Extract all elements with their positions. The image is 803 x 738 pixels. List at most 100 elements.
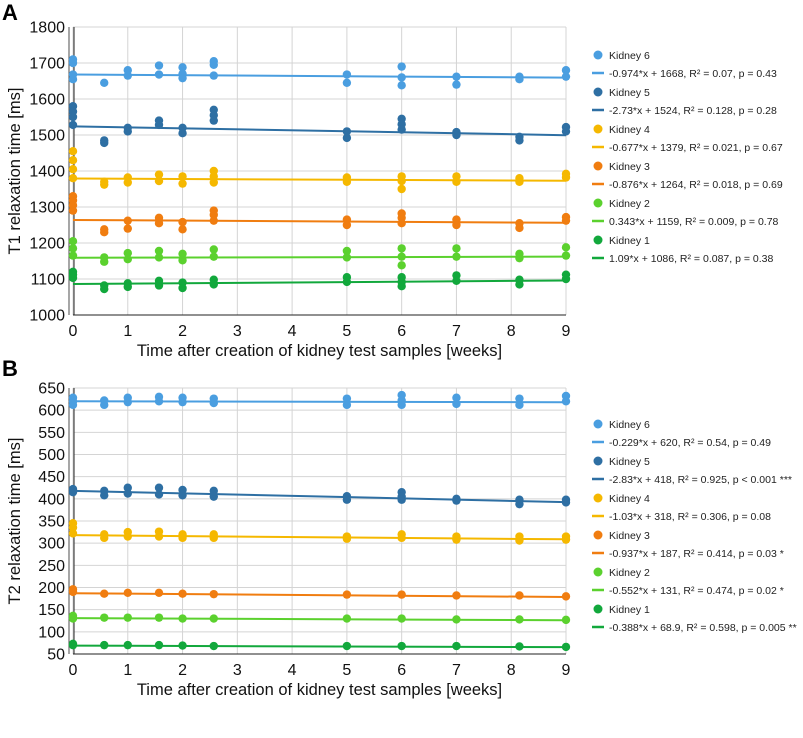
- legend-series-name: Kidney 2: [609, 198, 650, 210]
- data-point: [397, 219, 406, 228]
- legend-series-name: Kidney 1: [609, 604, 650, 616]
- legend-fit-label: -1.03*x + 318, R² = 0.306, p = 0.08: [609, 511, 771, 523]
- data-point: [452, 244, 461, 253]
- grid: [72, 26, 567, 316]
- legend-fit-label: -0.388*x + 68.9, R² = 0.598, p = 0.005 *…: [609, 622, 797, 634]
- data-point: [154, 588, 164, 598]
- x-tick-label: 1: [123, 323, 132, 340]
- data-point: [397, 261, 406, 270]
- x-tick-label: 1: [123, 662, 132, 679]
- data-point: [100, 138, 109, 148]
- legend-marker: [593, 161, 603, 171]
- series-kidney-5: [68, 102, 571, 148]
- legend-marker: [593, 530, 603, 540]
- data-point: [452, 80, 461, 89]
- data-point: [100, 284, 109, 294]
- data-point: [68, 487, 78, 497]
- data-point: [342, 133, 352, 143]
- fit-line: [72, 592, 567, 599]
- x-tick-label: 5: [342, 323, 351, 340]
- data-point: [100, 400, 109, 410]
- y-tick-label: 250: [38, 558, 65, 575]
- data-point: [100, 228, 109, 237]
- data-point: [209, 245, 218, 254]
- data-point: [123, 255, 132, 264]
- series-kidney-3: [68, 192, 571, 237]
- y-tick-label: 400: [38, 491, 65, 508]
- data-point: [123, 127, 132, 136]
- x-tick-label: 9: [562, 662, 571, 679]
- data-point: [178, 217, 187, 227]
- data-point: [397, 62, 406, 71]
- data-point: [68, 58, 78, 68]
- y-tick-label: 650: [38, 381, 65, 398]
- data-point: [68, 174, 78, 183]
- y-tick-label: 200: [38, 580, 65, 597]
- series-kidney-6: [68, 55, 571, 90]
- legend-fit-label: 1.09*x + 1086, R² = 0.087, p = 0.38: [609, 253, 773, 265]
- fit-line: [72, 125, 567, 137]
- y-tick-label: 1500: [29, 128, 65, 145]
- data-point: [397, 590, 406, 599]
- y-tick-label: 50: [47, 647, 65, 664]
- data-point: [397, 282, 406, 291]
- data-point: [123, 282, 132, 292]
- data-point: [561, 535, 571, 544]
- x-tick-label: 5: [342, 662, 351, 679]
- data-point: [452, 393, 461, 402]
- x-tick-label: 2: [178, 323, 187, 340]
- data-point: [68, 237, 78, 246]
- legend-marker: [593, 87, 603, 97]
- data-point: [68, 165, 78, 174]
- legend-marker: [593, 456, 603, 466]
- x-tick-label: 8: [507, 662, 516, 679]
- data-point: [397, 81, 406, 90]
- data-point: [68, 147, 78, 156]
- data-point: [209, 60, 218, 69]
- data-point: [100, 257, 109, 266]
- fit-line: [72, 534, 567, 541]
- chart-t1: 1000 1100 1200 1300 1400 1500 1600 1700 1800 0 1 2 3…: [6, 20, 783, 361]
- x-tick-label: 9: [562, 323, 571, 340]
- data-point: [68, 523, 78, 532]
- series-kidney-1: [68, 639, 571, 652]
- legend-series-name: Kidney 4: [609, 493, 650, 505]
- data-point: [68, 120, 78, 130]
- legend-marker: [593, 198, 603, 208]
- data-point: [342, 394, 352, 403]
- data-point: [452, 535, 461, 544]
- x-tick-label: 0: [69, 662, 78, 679]
- y-axis-title: T1 relaxation time [ms]: [6, 88, 24, 255]
- y-tick-label: 100: [38, 624, 65, 641]
- x-tick-label: 2: [178, 662, 187, 679]
- data-point: [123, 224, 132, 233]
- data-point: [68, 112, 78, 122]
- data-point: [209, 486, 218, 496]
- data-point: [397, 184, 406, 194]
- data-point: [561, 127, 571, 136]
- legend-fit-label: -0.677*x + 1379, R² = 0.021, p = 0.67: [609, 142, 783, 154]
- data-point: [515, 280, 524, 289]
- legend-marker: [593, 567, 603, 577]
- data-point: [515, 223, 524, 233]
- data-point: [68, 206, 78, 215]
- legend-fit-label: -0.552*x + 131, R² = 0.474, p = 0.02 *: [609, 585, 784, 597]
- fit-line: [72, 177, 567, 182]
- y-tick-label: 1600: [29, 92, 65, 109]
- fit-line: [72, 73, 567, 79]
- data-point: [123, 483, 132, 492]
- data-point: [561, 173, 571, 182]
- series-kidney-3: [68, 585, 571, 601]
- legend-series-name: Kidney 6: [609, 419, 650, 431]
- series-kidney-2: [68, 611, 571, 625]
- data-point: [515, 394, 524, 403]
- legend-fit-label: -0.229*x + 620, R² = 0.54, p = 0.49: [609, 437, 771, 449]
- legend-marker: [593, 419, 603, 429]
- data-point: [561, 251, 571, 260]
- y-tick-label: 1200: [29, 236, 65, 253]
- data-point: [561, 243, 571, 252]
- grid: [72, 387, 567, 655]
- data-point: [178, 225, 187, 234]
- series-kidney-2: [68, 237, 571, 270]
